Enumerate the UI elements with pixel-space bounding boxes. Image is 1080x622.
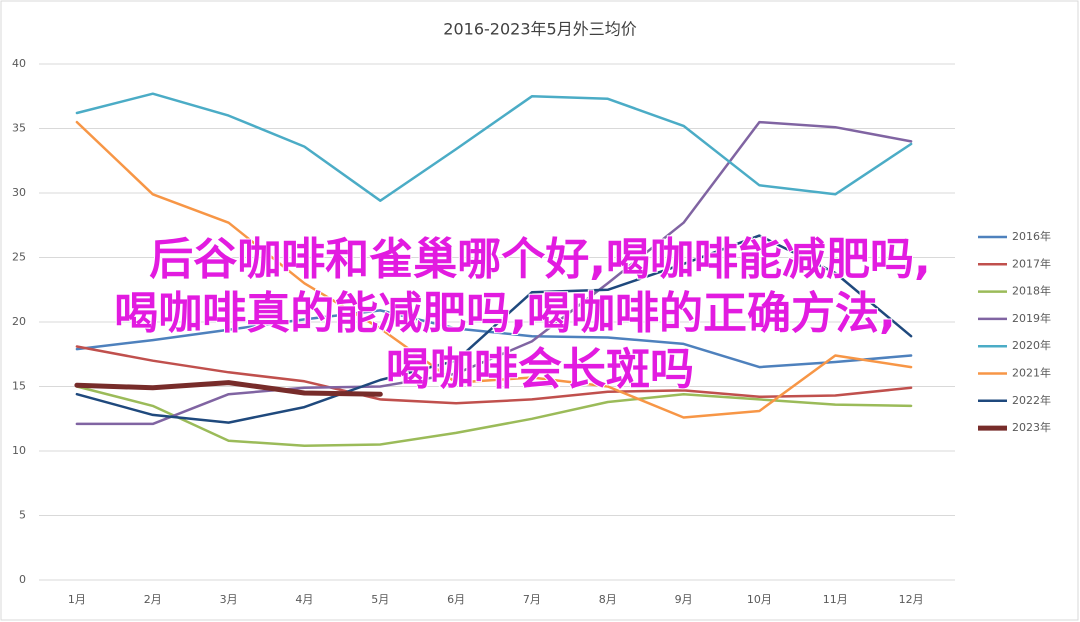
overlay-text: 喝咖啡会长斑吗 — [386, 344, 694, 395]
x-tick-label: 4月 — [295, 593, 313, 606]
legend-label: 2020年 — [1012, 338, 1051, 352]
x-tick-label: 10月 — [747, 593, 772, 606]
y-tick-label: 5 — [19, 509, 26, 522]
legend-label: 2018年 — [1012, 284, 1051, 298]
line-series — [75, 345, 913, 405]
x-tick-label: 8月 — [599, 593, 617, 606]
x-tick-label: 7月 — [523, 593, 541, 606]
x-tick-label: 6月 — [447, 593, 465, 606]
x-tick-label: 12月 — [899, 593, 924, 606]
x-tick-label: 9月 — [675, 593, 693, 606]
x-tick-label: 3月 — [220, 593, 238, 606]
legend-label: 2023年 — [1012, 420, 1051, 434]
overlay-text: 喝咖啡真的能减肥吗,喝咖啡的正确方法, — [114, 288, 895, 339]
y-tick-label: 30 — [12, 186, 26, 199]
line-series — [75, 309, 913, 369]
line-series — [74, 380, 383, 397]
y-tick-label: 35 — [12, 122, 26, 135]
y-tick-label: 25 — [12, 251, 26, 264]
y-tick-label: 40 — [12, 57, 26, 70]
legend-label: 2021年 — [1012, 366, 1051, 380]
y-tick-label: 0 — [19, 573, 26, 586]
x-tick-label: 1月 — [68, 593, 86, 606]
x-tick-label: 5月 — [371, 593, 389, 606]
legend-label: 2019年 — [1012, 311, 1051, 325]
y-tick-label: 20 — [12, 315, 26, 328]
x-tick-label: 11月 — [823, 593, 848, 606]
legend-label: 2016年 — [1012, 229, 1051, 243]
line-series — [75, 92, 913, 202]
line-series — [75, 120, 913, 426]
y-tick-label: 10 — [12, 444, 26, 457]
legend-label: 2017年 — [1012, 256, 1051, 270]
line-series — [75, 234, 913, 424]
chart-title: 2016-2023年5月外三均价 — [443, 20, 636, 39]
line-series — [75, 120, 913, 419]
overlay-text: 后谷咖啡和雀巢哪个好,喝咖啡能减肥吗, — [149, 234, 930, 285]
x-tick-label: 2月 — [144, 593, 162, 606]
y-tick-label: 15 — [12, 380, 26, 393]
legend-label: 2022年 — [1012, 393, 1051, 407]
